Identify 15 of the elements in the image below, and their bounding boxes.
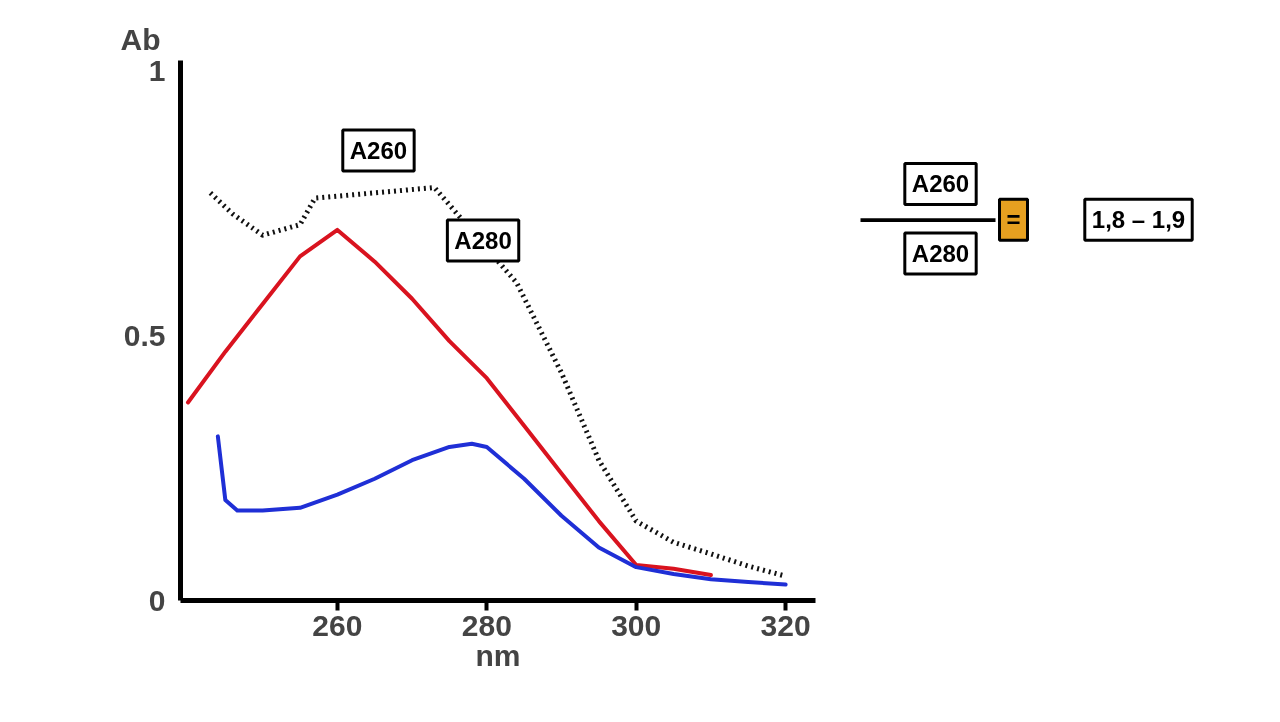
text: A260 [911,170,970,198]
x-tick-label: 320 [760,608,811,642]
text: = [1006,206,1021,234]
y-tick-label: 0.5 [123,318,166,352]
line-series [215,434,788,587]
y-axis-title: Ab [120,22,161,56]
text: A280 [911,239,970,267]
line-series [185,227,713,578]
y-tick-label: 0 [148,583,166,617]
y-tick-label: 1 [148,54,166,88]
x-tick-label: 300 [611,608,662,642]
text: 1,8 – 1,9 [1091,206,1186,234]
annotation: A260 [349,137,408,164]
x-tick-label: 260 [312,608,363,642]
annotation: A280 [454,227,512,254]
